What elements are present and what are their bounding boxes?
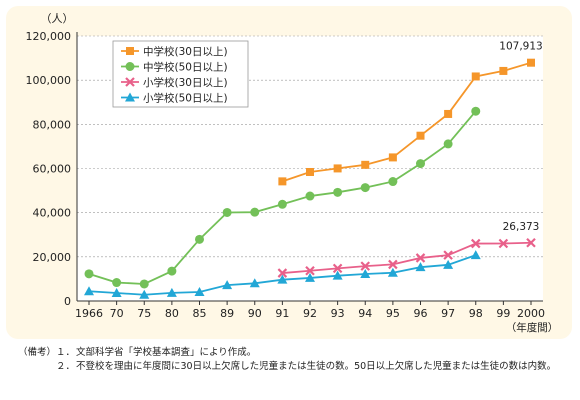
legend-marker bbox=[126, 47, 134, 55]
series-2-point bbox=[388, 177, 398, 187]
series-4-point bbox=[360, 268, 371, 278]
y-tick-label: 60,000 bbox=[33, 163, 72, 176]
x-tick-label: 89 bbox=[220, 307, 234, 320]
legend-label: 小学校(30日以上) bbox=[143, 76, 228, 89]
series-1-point bbox=[361, 160, 370, 169]
series-4-point bbox=[387, 267, 398, 277]
series-1-point bbox=[306, 167, 314, 176]
series-1-point bbox=[333, 164, 342, 173]
series-line-3 bbox=[282, 241, 532, 274]
legend-marker bbox=[125, 92, 135, 102]
series-2-point bbox=[195, 234, 204, 244]
series-3-point bbox=[415, 253, 426, 263]
series-4-point bbox=[277, 274, 288, 284]
x-tick-label: 90 bbox=[248, 307, 262, 320]
footnote-1-text: 文部科学省「学校基本調査」により作成。 bbox=[76, 347, 257, 358]
x-tick-label: 99 bbox=[496, 307, 510, 320]
x-tick-label: 75 bbox=[137, 307, 151, 320]
legend-marker bbox=[125, 77, 135, 87]
series-3-point bbox=[332, 263, 343, 274]
legend-label: 中学校(30日以上) bbox=[143, 45, 228, 58]
series-1-point bbox=[471, 72, 480, 81]
legend-label: 小学校(50日以上) bbox=[143, 92, 228, 105]
legend-marker bbox=[125, 62, 135, 71]
footnote-2-prefix: ２． bbox=[18, 361, 76, 372]
y-tick-label: 0 bbox=[64, 295, 71, 308]
series-4-point bbox=[194, 287, 205, 297]
series-3-point bbox=[360, 261, 371, 271]
series-2-point bbox=[222, 207, 232, 217]
series-3-point bbox=[470, 238, 481, 249]
x-tick-label: 98 bbox=[469, 307, 483, 320]
series-2-point bbox=[277, 199, 287, 209]
series-4-point bbox=[305, 272, 315, 282]
series-2-point bbox=[333, 187, 343, 197]
series-4-point bbox=[470, 250, 481, 260]
x-unit-label: （年度間） bbox=[506, 321, 559, 334]
series-line-1 bbox=[282, 61, 532, 183]
series-2-point bbox=[360, 183, 370, 193]
x-tick-label: 95 bbox=[386, 307, 400, 320]
series-2-point bbox=[443, 139, 453, 149]
legend-box bbox=[112, 40, 249, 108]
series-4-point bbox=[139, 289, 150, 299]
series-4-point bbox=[332, 270, 343, 280]
series-3-point bbox=[526, 237, 536, 248]
series-3-point bbox=[388, 259, 398, 270]
series-2-point bbox=[84, 269, 94, 279]
series-4-point bbox=[166, 287, 177, 297]
x-tick-label: 96 bbox=[414, 307, 428, 320]
series-2-point bbox=[471, 106, 481, 116]
line-chart: 0 20,000 40,000 60,000 80,000 100,000 120,000 1… bbox=[26, 12, 559, 334]
x-tick-label: 97 bbox=[441, 307, 455, 320]
x-tick-label: 85 bbox=[193, 307, 207, 320]
footnote-1-prefix: （備考）１． bbox=[18, 347, 76, 358]
series-1-point bbox=[278, 177, 287, 186]
series-2-point bbox=[112, 278, 122, 288]
series-2-point bbox=[167, 266, 177, 276]
series-3-point bbox=[498, 238, 509, 249]
footnote-1: （備考）１． 文部科学省「学校基本調査」により作成。 bbox=[18, 346, 573, 360]
y-tick-label: 80,000 bbox=[33, 118, 72, 131]
series-3-point bbox=[305, 265, 315, 276]
x-tick-label: 92 bbox=[303, 307, 317, 320]
legend-label: 中学校(50日以上) bbox=[143, 61, 228, 74]
x-tick-label: 70 bbox=[110, 307, 124, 320]
footnote-2-text: 不登校を理由に年度間に30日以上欠席した児童または生徒の数。50日以上欠席した児… bbox=[76, 361, 557, 372]
x-tick-label: 94 bbox=[358, 307, 372, 320]
series-4-point bbox=[249, 278, 260, 288]
x-tick-label: 93 bbox=[331, 307, 345, 320]
y-unit-label: （人） bbox=[41, 12, 74, 25]
series-2-point bbox=[416, 159, 425, 169]
series-2-point bbox=[305, 191, 315, 201]
series-3-point bbox=[443, 250, 453, 260]
series-2-point bbox=[250, 207, 260, 217]
series-4-point bbox=[443, 259, 454, 269]
y-tick-label: 100,000 bbox=[26, 74, 72, 87]
series-1-point bbox=[416, 131, 425, 140]
x-tick-label: 2000 bbox=[517, 307, 545, 320]
y-tick-label: 120,000 bbox=[26, 30, 72, 43]
footnote-2: ２． 不登校を理由に年度間に30日以上欠席した児童または生徒の数。50日以上欠席… bbox=[18, 360, 573, 374]
x-tick-label: 1966 bbox=[75, 307, 103, 320]
x-tick-label: 91 bbox=[275, 307, 289, 320]
series-4-point bbox=[415, 262, 426, 272]
series-1-point bbox=[444, 109, 453, 118]
data-label-2: 26,373 bbox=[503, 221, 540, 233]
series-4-point bbox=[222, 280, 233, 290]
series-1-point bbox=[527, 58, 535, 67]
series-1-point bbox=[388, 153, 397, 162]
series-4-point bbox=[84, 286, 94, 296]
footnotes: （備考）１． 文部科学省「学校基本調査」により作成。 ２． 不登校を理由に年度間… bbox=[18, 346, 573, 374]
series-1-point bbox=[499, 66, 508, 75]
x-tick-label: 80 bbox=[165, 307, 179, 320]
y-tick-label: 40,000 bbox=[33, 207, 72, 220]
data-label-1: 107,913 bbox=[499, 41, 542, 53]
series-3-point bbox=[277, 268, 288, 278]
series-2-point bbox=[139, 279, 149, 289]
series-4-point bbox=[111, 287, 122, 297]
y-tick-label: 20,000 bbox=[33, 251, 72, 264]
